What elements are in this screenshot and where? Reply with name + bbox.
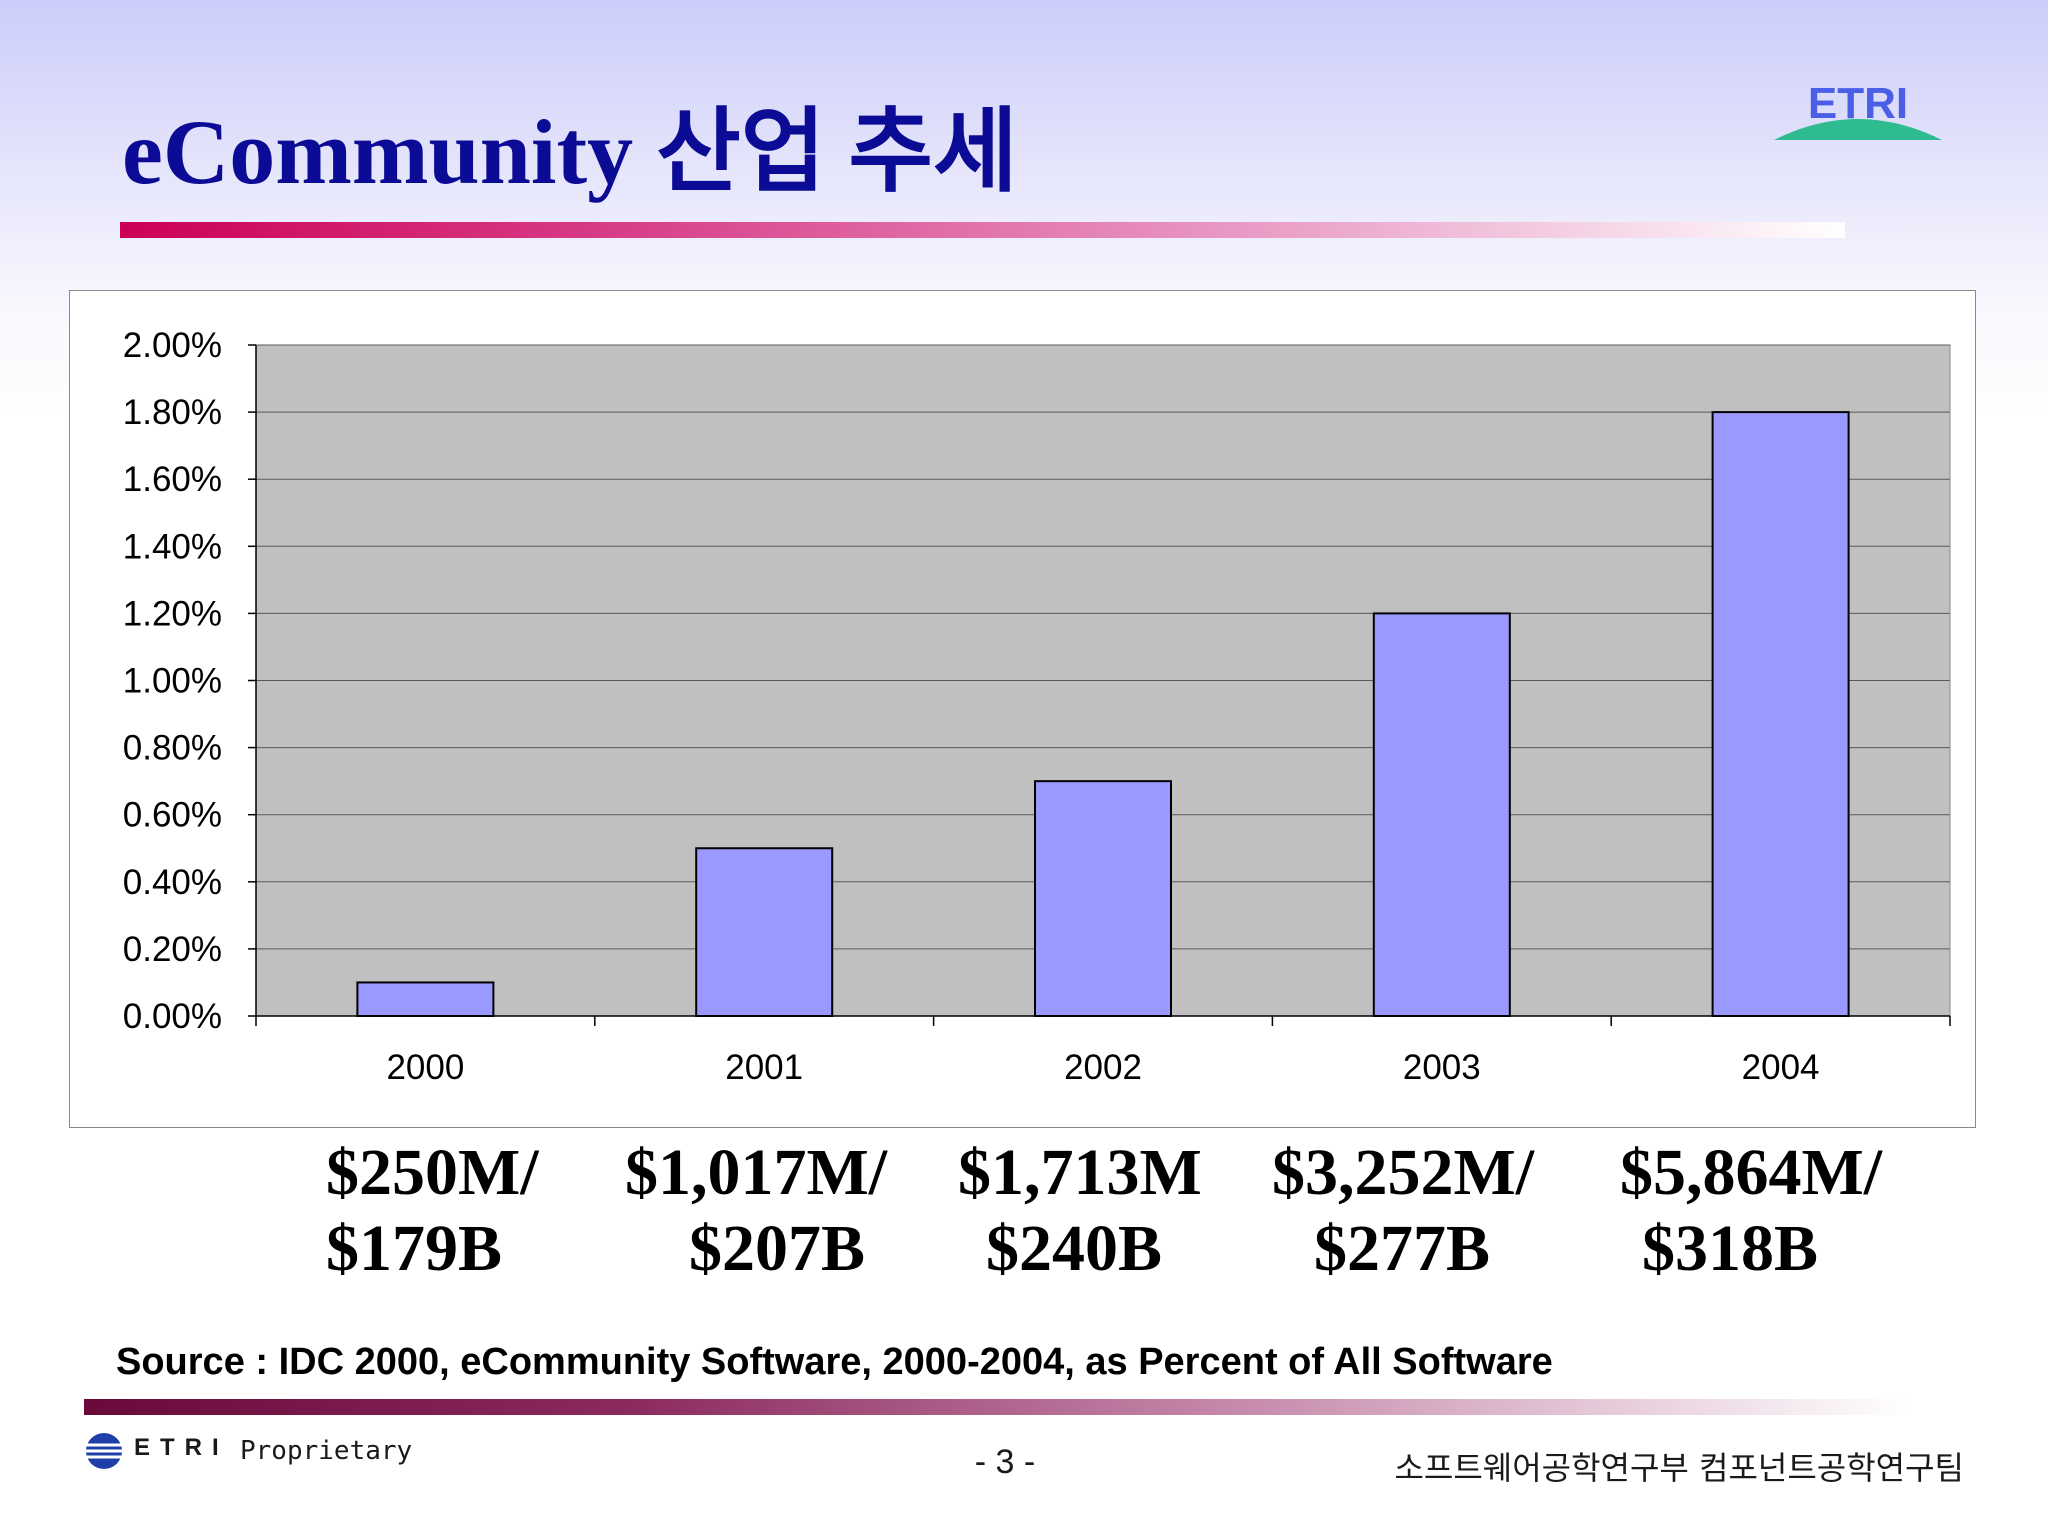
- bar-2003: [1372, 612, 1511, 1017]
- x-tick-label: 2002: [1064, 1048, 1142, 1087]
- annotation-2002-line2: $240B: [986, 1212, 1163, 1285]
- page-number: - 3 -: [974, 1443, 1036, 1481]
- y-tick-label: 2.00%: [123, 326, 222, 365]
- annotation-2000-line1: $250M/: [326, 1136, 539, 1209]
- x-tick-label: 2003: [1403, 1048, 1481, 1087]
- annotation-2003: $3,252M/ $277B: [1272, 1135, 1572, 1287]
- annotation-2000: $250M/ $179B: [326, 1135, 626, 1287]
- x-tick-label: 2001: [725, 1048, 803, 1087]
- annotation-2001-line2: $207B: [689, 1212, 866, 1285]
- annotation-2003-line2: $277B: [1314, 1212, 1491, 1285]
- y-tick-label: 1.60%: [123, 460, 222, 499]
- y-tick-label: 1.40%: [123, 527, 222, 566]
- annotation-2002-line1: $1,713M: [958, 1136, 1202, 1209]
- y-tick-label: 0.60%: [123, 796, 222, 835]
- y-tick-label: 0.20%: [123, 930, 222, 969]
- annotation-2002: $1,713M $240B: [958, 1135, 1258, 1287]
- footer-department: 소프트웨어공학연구부 컴포넌트공학연구팀: [1394, 1449, 1964, 1487]
- y-tick-label: 0.00%: [123, 997, 222, 1036]
- annotation-2004-line2: $318B: [1642, 1212, 1819, 1285]
- y-tick-label: 1.20%: [123, 594, 222, 633]
- x-tick-label: 2004: [1742, 1048, 1820, 1087]
- bar-2002: [1034, 780, 1172, 1017]
- x-tick-label: 2000: [386, 1048, 464, 1087]
- etri-globe-icon: [86, 1433, 122, 1469]
- bar-chart: 0.00% 0.20% 0.40% 0.60% 0.80% 1.00% 1.20% 1.40%…: [123, 326, 1951, 1087]
- y-tick-label: 1.80%: [123, 393, 222, 432]
- annotation-2000-line2: $179B: [326, 1212, 503, 1285]
- footer-org: ETRI: [134, 1434, 229, 1461]
- y-tick-label: 0.80%: [123, 729, 222, 768]
- source-note: Source : IDC 2000, eCommunity Software, …: [116, 1341, 1553, 1383]
- footer-label: Proprietary: [240, 1436, 413, 1466]
- etri-logo-text: ETRI: [1808, 79, 1908, 128]
- bar-2004: [1711, 411, 1850, 1018]
- bar-2000: [356, 981, 495, 1018]
- annotation-2001: $1,017M/ $207B: [625, 1135, 925, 1287]
- y-tick-label: 0.40%: [123, 863, 222, 902]
- etri-logo: ETRI: [1774, 79, 1942, 140]
- footer-divider: [84, 1399, 1910, 1415]
- y-tick-label: 1.00%: [123, 662, 222, 701]
- slide-title: eCommunity 산업 추세: [122, 101, 1018, 203]
- title-underline: [120, 222, 1845, 238]
- annotation-2004: $5,864M/ $318B: [1620, 1135, 1920, 1287]
- annotation-2003-line1: $3,252M/: [1272, 1136, 1535, 1209]
- annotation-2004-line1: $5,864M/: [1620, 1136, 1883, 1209]
- bar-2001: [695, 847, 834, 1017]
- annotation-2001-line1: $1,017M/: [625, 1136, 888, 1209]
